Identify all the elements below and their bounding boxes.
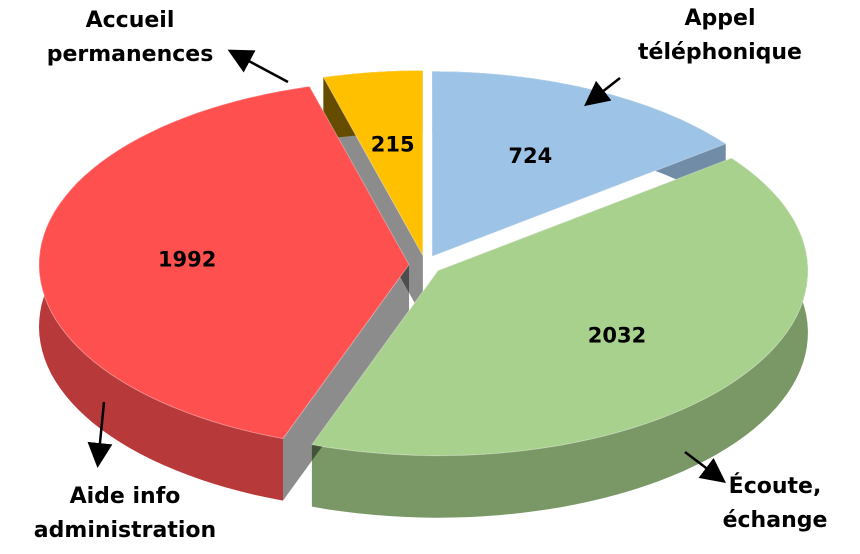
category-label: Accueil permanences [46, 8, 214, 67]
data-label: 724 [508, 144, 552, 168]
category-label: Écoute, échange [722, 474, 828, 533]
arrow [584, 77, 621, 107]
data-label: 2032 [588, 323, 646, 347]
arrow [227, 49, 289, 84]
category-label: Aide info administration [33, 484, 217, 543]
data-label: 215 [371, 133, 415, 157]
arrow [87, 401, 113, 468]
data-label: 1992 [158, 247, 216, 271]
slice-side [311, 158, 808, 518]
arrow [684, 451, 726, 484]
slice [322, 70, 424, 258]
slice [311, 157, 809, 457]
slice-side-shade [311, 158, 808, 518]
category-label: Appel téléphonique [638, 6, 802, 65]
slice [38, 85, 410, 440]
